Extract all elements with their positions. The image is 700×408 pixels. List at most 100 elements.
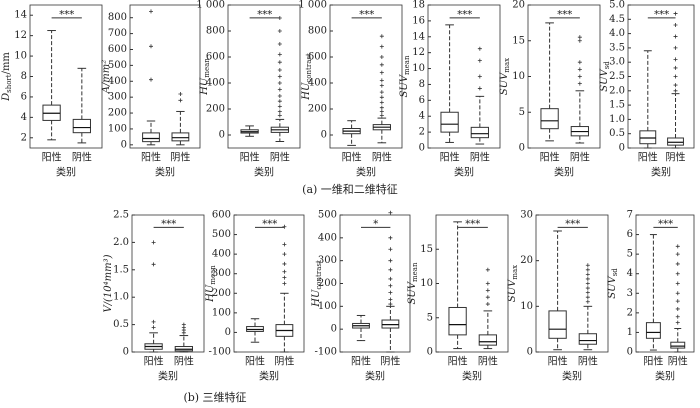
y-tick-label: 8	[419, 79, 425, 90]
flier	[585, 263, 590, 268]
flier	[277, 42, 282, 46]
y-tick-label: 200	[212, 288, 231, 299]
y-tick-label: 1.0	[609, 114, 625, 125]
x-tick-label: 阳性	[144, 355, 164, 368]
y-tick-label: 1 000	[298, 0, 327, 11]
y-tick-label: 12	[14, 30, 27, 41]
y-tick-label: 2.0	[609, 85, 625, 96]
significance-label: ***	[557, 9, 572, 20]
y-tick-label: 100	[212, 307, 231, 318]
flier	[277, 94, 282, 98]
x-tick-label: 阴性	[170, 151, 190, 164]
y-label-sub: contrast	[315, 260, 323, 290]
flier	[673, 34, 678, 39]
x-tick-label: 阳性	[141, 151, 161, 164]
y-tick-label: 2	[419, 127, 425, 138]
flier	[178, 98, 183, 103]
y-tick-label: 12	[412, 47, 425, 58]
y-axis-label: SUVmax	[507, 265, 520, 302]
flier	[388, 297, 393, 302]
box	[639, 130, 657, 145]
flier	[577, 67, 582, 72]
flier	[673, 45, 678, 50]
x-tick-label: 阴性	[470, 151, 490, 164]
y-tick-label: 300	[212, 268, 231, 279]
box	[670, 341, 686, 349]
y-tick-label: 0	[219, 130, 225, 141]
flier	[577, 60, 582, 65]
significance-label: ***	[565, 219, 580, 230]
y-tick-label: 0	[427, 347, 433, 358]
x-tick-label: 阳性	[240, 151, 260, 164]
y-label-main: V/(10⁴mm³)	[103, 254, 114, 312]
y-label-main: SUV	[399, 73, 410, 97]
caption: (b) 三维特征	[183, 390, 246, 404]
y-tick-label: 5	[519, 107, 525, 118]
y-tick-label: 300	[318, 255, 337, 266]
y-tick-label: 700	[108, 28, 127, 39]
y-tick-label: 4.5	[609, 14, 625, 25]
flier	[277, 52, 282, 57]
flier	[277, 99, 282, 104]
flier	[282, 242, 287, 247]
flier	[388, 302, 393, 307]
y-label-sub: mean	[209, 265, 217, 285]
y-axis-label: HUcontrast	[311, 260, 324, 308]
x-tick-label: 阳性	[643, 355, 663, 368]
y-tick-label: 1.5	[609, 100, 625, 111]
y-tick-label: 200	[308, 104, 327, 115]
significance-label: ***	[457, 9, 472, 20]
significance-label: ***	[359, 9, 374, 20]
flier	[282, 275, 287, 280]
y-tick-label: 3.5	[609, 42, 625, 53]
flier	[675, 306, 680, 311]
y-tick-label: 10	[412, 63, 425, 74]
flier	[151, 325, 156, 330]
flier	[577, 74, 582, 79]
flier	[485, 302, 490, 307]
significance-label: ***	[262, 219, 277, 230]
flier	[277, 74, 282, 79]
y-tick-label: 600	[308, 52, 327, 63]
y-tick-label: 5.0	[609, 0, 625, 11]
flier	[151, 262, 156, 267]
y-tick-label: 10	[520, 301, 533, 312]
flier	[673, 65, 678, 70]
x-tick-label: 阴性	[578, 355, 598, 368]
x-tick-label: 阳性	[440, 151, 460, 164]
flier	[379, 90, 384, 95]
box	[142, 132, 160, 143]
y-label-main: SUV	[407, 280, 418, 304]
y-tick-label: 0	[331, 324, 337, 335]
y-tick-label: 200	[318, 278, 337, 289]
y-label-sub: sd	[603, 61, 611, 70]
flier	[388, 235, 393, 240]
x-tick-label: 阳性	[245, 355, 265, 368]
y-tick-label: 10	[14, 51, 27, 62]
y-label-sub: max	[503, 58, 511, 73]
y-tick-label: 1.0	[113, 292, 129, 303]
flier	[485, 288, 490, 293]
box	[470, 126, 489, 139]
axes-frame	[627, 4, 695, 149]
y-tick-label: 1	[627, 327, 633, 338]
y-axis-label: V/(10⁴mm³)	[103, 254, 114, 312]
flier	[585, 267, 590, 272]
significance-label: ***	[59, 9, 74, 20]
y-tick-label: 1 000	[196, 0, 225, 11]
flier	[673, 88, 678, 93]
y-tick-label: 4	[419, 111, 425, 122]
caption: (a) 一维和二维特征	[302, 182, 398, 196]
x-tick-label: 阳性	[342, 151, 362, 164]
x-axis-label: 类别	[259, 370, 279, 383]
x-axis-label: 类别	[655, 370, 675, 383]
y-tick-label: 8	[21, 71, 27, 82]
flier	[379, 62, 384, 67]
y-tick-label: 10	[512, 71, 525, 82]
flier	[379, 34, 384, 39]
y-tick-label: 800	[108, 12, 127, 23]
flier	[379, 55, 384, 59]
flier	[477, 74, 482, 79]
y-tick-label: 500	[318, 210, 337, 221]
